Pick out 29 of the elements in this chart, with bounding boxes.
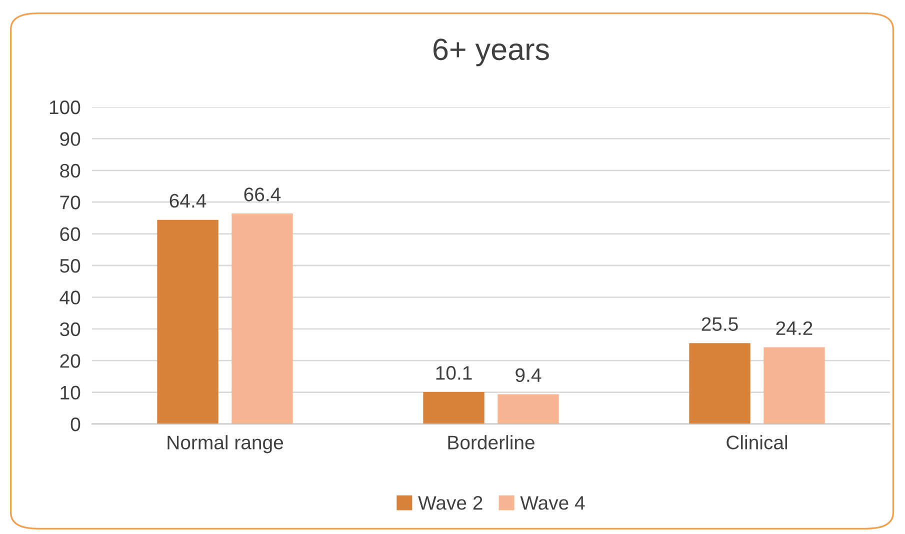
y-tick-label: 20 bbox=[60, 354, 80, 368]
data-label: 24.2 bbox=[776, 321, 812, 335]
x-tick-label: Clinical bbox=[726, 435, 788, 450]
y-tick-label: 40 bbox=[60, 290, 80, 304]
y-tick-label: 90 bbox=[60, 132, 80, 146]
data-label: 25.5 bbox=[702, 317, 738, 331]
bar bbox=[157, 220, 218, 424]
bar bbox=[764, 347, 825, 424]
y-tick-label: 70 bbox=[60, 196, 80, 210]
legend-label: Wave 4 bbox=[520, 496, 585, 510]
bar bbox=[498, 394, 559, 424]
y-tick-label: 100 bbox=[50, 100, 80, 114]
x-tick-label: Borderline bbox=[448, 435, 534, 450]
legend-label: Wave 2 bbox=[418, 496, 482, 510]
y-tick-label: 10 bbox=[60, 386, 80, 400]
bar bbox=[689, 343, 750, 424]
data-label: 10.1 bbox=[436, 366, 472, 380]
y-tick-label: 60 bbox=[60, 227, 80, 242]
y-tick-label: 50 bbox=[60, 258, 80, 273]
chart-title: 6+ years bbox=[434, 38, 549, 66]
bar bbox=[423, 392, 484, 424]
data-label: 64.4 bbox=[170, 194, 206, 208]
y-tick-label: 80 bbox=[60, 164, 80, 178]
x-tick-label: Normal range bbox=[168, 435, 284, 454]
y-tick-label: 30 bbox=[60, 322, 80, 336]
bar bbox=[232, 214, 293, 424]
data-label: 9.4 bbox=[516, 368, 542, 382]
data-label: 66.4 bbox=[244, 188, 281, 202]
y-tick-label: 0 bbox=[70, 417, 80, 432]
